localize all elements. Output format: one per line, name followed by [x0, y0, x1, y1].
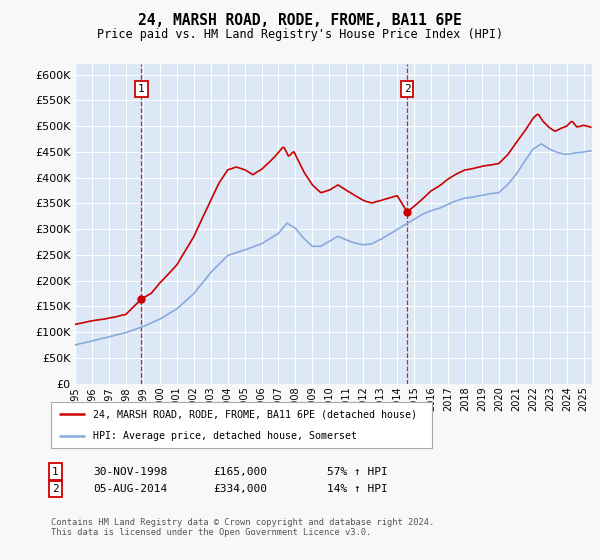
Text: 57% ↑ HPI: 57% ↑ HPI [327, 466, 388, 477]
Text: 1: 1 [52, 466, 59, 477]
Text: £334,000: £334,000 [213, 484, 267, 494]
Text: HPI: Average price, detached house, Somerset: HPI: Average price, detached house, Some… [93, 431, 357, 441]
Text: 24, MARSH ROAD, RODE, FROME, BA11 6PE (detached house): 24, MARSH ROAD, RODE, FROME, BA11 6PE (d… [93, 409, 417, 419]
Text: 2: 2 [52, 484, 59, 494]
Text: Price paid vs. HM Land Registry's House Price Index (HPI): Price paid vs. HM Land Registry's House … [97, 28, 503, 41]
Text: 1: 1 [138, 84, 145, 94]
Text: 14% ↑ HPI: 14% ↑ HPI [327, 484, 388, 494]
Text: 24, MARSH ROAD, RODE, FROME, BA11 6PE: 24, MARSH ROAD, RODE, FROME, BA11 6PE [138, 13, 462, 28]
Text: £165,000: £165,000 [213, 466, 267, 477]
Text: 05-AUG-2014: 05-AUG-2014 [93, 484, 167, 494]
Text: 2: 2 [404, 84, 410, 94]
Text: 30-NOV-1998: 30-NOV-1998 [93, 466, 167, 477]
Text: Contains HM Land Registry data © Crown copyright and database right 2024.
This d: Contains HM Land Registry data © Crown c… [51, 518, 434, 537]
